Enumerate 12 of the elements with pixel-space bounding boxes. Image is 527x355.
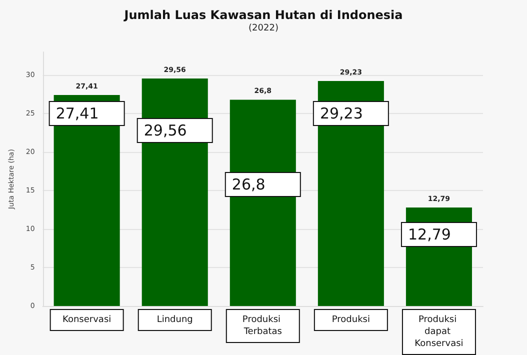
- chart-title: Jumlah Luas Kawasan Hutan di Indonesia: [123, 8, 403, 22]
- chart-subtitle: (2022): [248, 24, 278, 34]
- data-label: 29,23: [320, 104, 363, 122]
- data-label: 27,41: [56, 104, 99, 122]
- x-tick-label: Produksi Terbatas: [242, 315, 284, 337]
- x-tick-label: Produksi dapat Konservasi: [414, 315, 464, 349]
- x-tick-label: Lindung: [156, 315, 193, 325]
- x-tick-label: Produksi: [332, 315, 370, 325]
- annotation: 29,56: [144, 122, 187, 140]
- x-tick-label: Konservasi: [62, 315, 112, 325]
- data-label: 12,79: [408, 226, 451, 244]
- annotation: 26,8: [232, 176, 266, 194]
